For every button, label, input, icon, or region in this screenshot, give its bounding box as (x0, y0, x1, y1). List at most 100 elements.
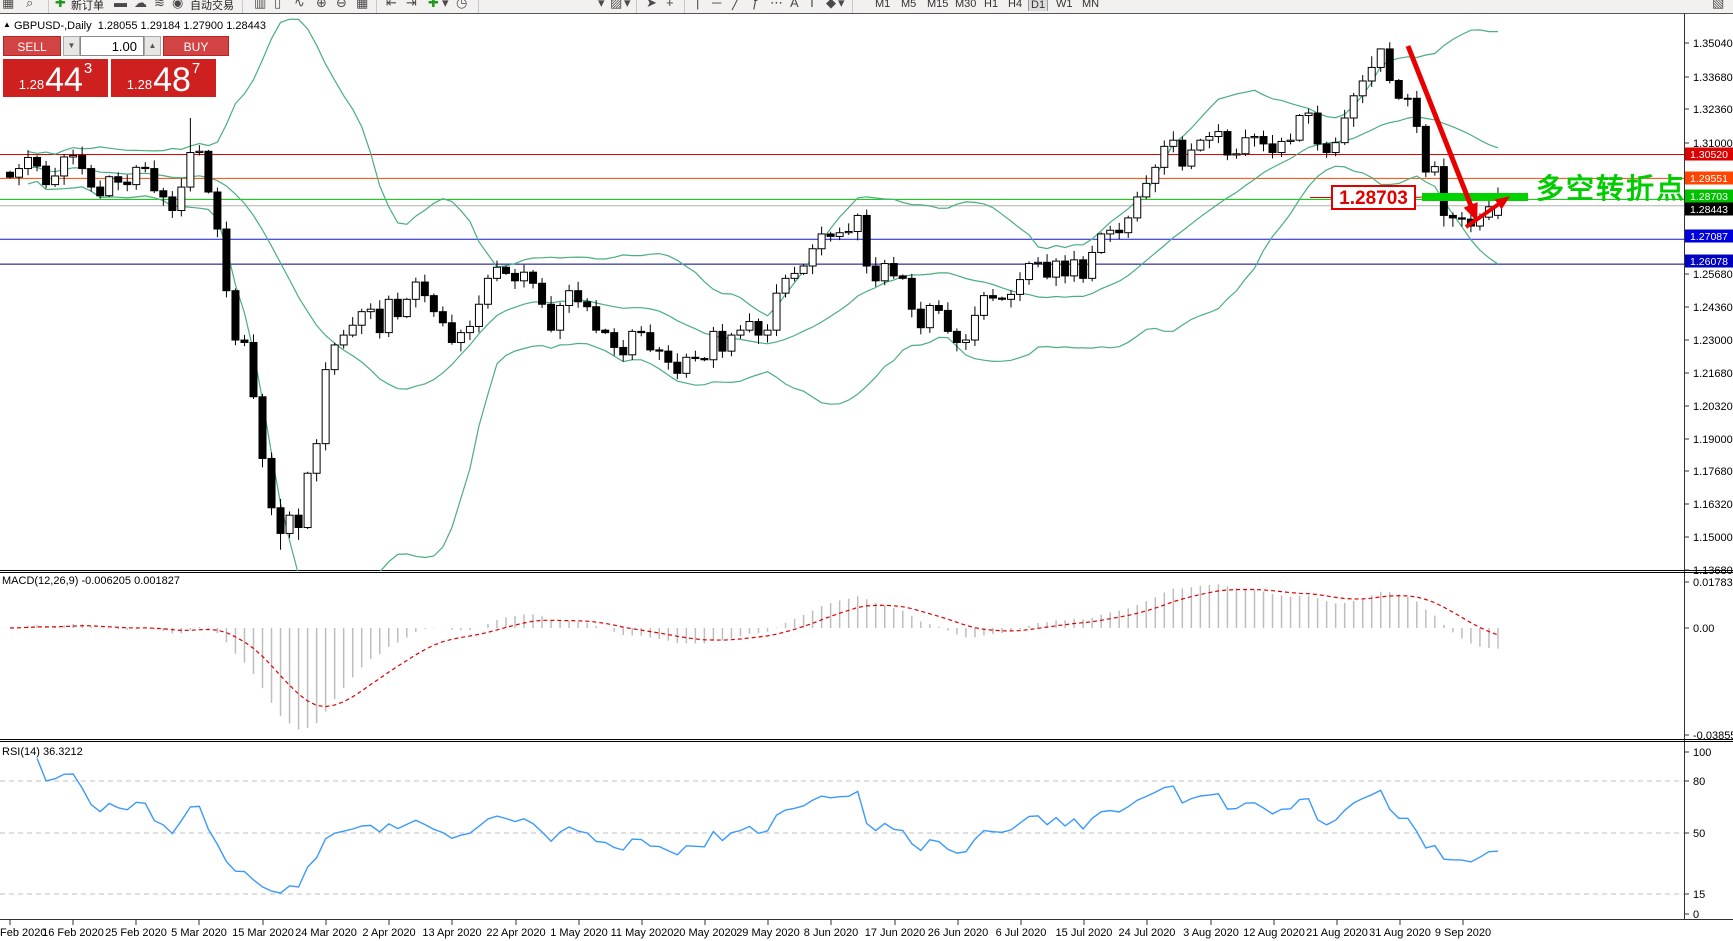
bollinger-upper-band[interactable] (27, 18, 1498, 317)
bar-chart-icon[interactable]: ▥ (254, 0, 267, 10)
sell-button[interactable]: SELL (3, 36, 61, 56)
bullish-candle (799, 265, 808, 274)
support-zone-bar[interactable] (1422, 193, 1528, 201)
volume-increase-button[interactable]: ▲ (144, 36, 161, 56)
bullish-candle (961, 339, 970, 343)
bearish-candle (610, 332, 619, 348)
text-label-icon[interactable]: T (808, 0, 816, 10)
candle-chart-icon[interactable]: ▯ (274, 0, 282, 10)
text-icon[interactable]: A (790, 0, 799, 10)
downtrend-arrow[interactable] (1405, 45, 1478, 222)
bullish-candle (709, 330, 718, 361)
signal-icon[interactable]: ≋ (154, 0, 165, 10)
new-order-icon[interactable]: ✚ (55, 0, 66, 10)
bullish-candle (1106, 229, 1115, 235)
dropdown-icon[interactable]: ▾ (624, 0, 631, 10)
timeframe-button-h1[interactable]: H1 (984, 0, 999, 10)
line-chart-icon[interactable]: ∿ (294, 0, 305, 10)
price-tick-label: 1.16320 (1693, 499, 1733, 511)
volume-decrease-button[interactable]: ▼ (63, 36, 80, 56)
price-axis[interactable]: 1.35040 1.33680 1.32360 1.31000 1.25680 1.243… (1684, 38, 1733, 921)
rsi-line[interactable] (36, 758, 1499, 894)
bollinger-middle-band[interactable] (27, 116, 1499, 390)
bearish-candle (601, 329, 610, 334)
bearish-candle (898, 275, 907, 279)
chart-title-line: ▲ GBPUSD-,Daily 1.28055 1.29184 1.27900 … (3, 20, 266, 32)
buy-price-tile[interactable]: 1.28 48 7 (111, 59, 216, 97)
vertical-line-icon[interactable]: | (696, 0, 700, 10)
dropdown-icon[interactable]: ▾ (598, 0, 605, 10)
timeframe-button-mn[interactable]: MN (1082, 0, 1100, 10)
dropdown-icon[interactable]: ▾ (838, 0, 845, 10)
price-tick-label: 1.25680 (1693, 269, 1733, 281)
bearish-candle (447, 322, 456, 343)
price-tick-label: 1.31000 (1693, 138, 1733, 150)
chart-window-icon[interactable]: ▧ (1712, 0, 1725, 10)
buy-button[interactable]: BUY (163, 36, 229, 56)
horizontal-line-icon[interactable]: ─ (712, 0, 722, 10)
drawing-annotations: 1.28703 (1310, 45, 1528, 229)
bullish-candle (411, 281, 420, 300)
web-icon[interactable]: ◉ (172, 0, 184, 10)
bearish-candle (1268, 143, 1277, 154)
add-indicator-icon[interactable]: ✚ (428, 0, 439, 10)
timeframe-button-w1[interactable]: W1 (1056, 0, 1073, 10)
date-tick-label: 12 Aug 2020 (1243, 927, 1305, 939)
macd-signal-line[interactable] (9, 588, 1499, 708)
timeframe-button-d1[interactable]: D1 (1028, 0, 1049, 11)
bearish-candle (1385, 48, 1394, 81)
trendline-icon[interactable]: ╱ (732, 0, 740, 10)
bearish-candle (78, 154, 87, 170)
clock-icon[interactable]: ◷ (456, 0, 468, 10)
bullish-candle (60, 156, 69, 177)
zoom-in-icon[interactable]: ⊕ (316, 0, 327, 10)
fibo-levels-icon[interactable]: ⋯ (770, 0, 783, 10)
bearish-candle (583, 301, 592, 308)
toolbar-separator (684, 0, 685, 13)
bullish-candle (1169, 139, 1178, 147)
chart-canvas[interactable]: 1.287031.350401.336801.323601.310001.256… (0, 13, 1733, 941)
volume-input[interactable] (80, 36, 144, 56)
dropdown-icon[interactable]: ▾ (442, 0, 449, 10)
chart-shift-icon[interactable]: ⇥ (406, 0, 417, 10)
crosshair-icon[interactable]: + (666, 0, 674, 10)
tile-windows-icon[interactable]: ▦ (356, 0, 369, 10)
timeframe-button-m1[interactable]: M1 (875, 0, 891, 10)
zoom-out-icon[interactable]: ⊖ (336, 0, 347, 10)
bullish-candle (1151, 166, 1160, 184)
candlestick-series (6, 42, 1502, 550)
bullish-candle (772, 292, 781, 331)
bearish-candle (952, 330, 961, 343)
fibonacci-icon[interactable]: ƒ (752, 0, 760, 10)
bullish-candle (1016, 279, 1025, 295)
shapes-icon[interactable]: ◆ (826, 0, 836, 10)
date-tick-label: 2 Apr 2020 (362, 927, 415, 939)
bearish-candle (267, 457, 276, 509)
new-order-label[interactable]: 新订单 (71, 0, 104, 12)
bollinger-lower-band[interactable] (27, 165, 1499, 607)
scroll-end-icon[interactable]: ⇤ (386, 0, 397, 10)
timeframe-button-m30[interactable]: M30 (955, 0, 977, 10)
zoom-box-icon[interactable]: ⌕ (26, 0, 34, 10)
bullish-candle (186, 152, 195, 188)
bearish-candle (907, 277, 916, 310)
bullish-candle (880, 263, 889, 282)
cloud-icon[interactable]: ☁ (134, 0, 147, 10)
price-callout-box[interactable] (1331, 185, 1416, 210)
cursor-icon[interactable]: ➤ (646, 0, 657, 10)
auto-trading-label[interactable]: 自动交易 (190, 0, 234, 12)
window-icon[interactable]: ▦ (2, 0, 15, 10)
timeframe-button-m15[interactable]: M15 (927, 0, 949, 10)
timeframe-button-h4[interactable]: H4 (1008, 0, 1023, 10)
price-tick-label: 1.35040 (1693, 38, 1733, 50)
sell-price-big: 44 (45, 61, 83, 99)
timeframe-button-m5[interactable]: M5 (901, 0, 917, 10)
annotation-note-text[interactable]: 多空转折点 (1536, 174, 1687, 205)
bounce-up-arrow[interactable] (1464, 196, 1510, 229)
deposit-icon[interactable]: ▬ (114, 0, 127, 10)
bullish-candle (556, 304, 565, 331)
template-icon[interactable]: ▨ (610, 0, 623, 10)
sell-price-sup: 3 (83, 60, 93, 77)
sell-price-tile[interactable]: 1.28 44 3 (3, 59, 108, 97)
